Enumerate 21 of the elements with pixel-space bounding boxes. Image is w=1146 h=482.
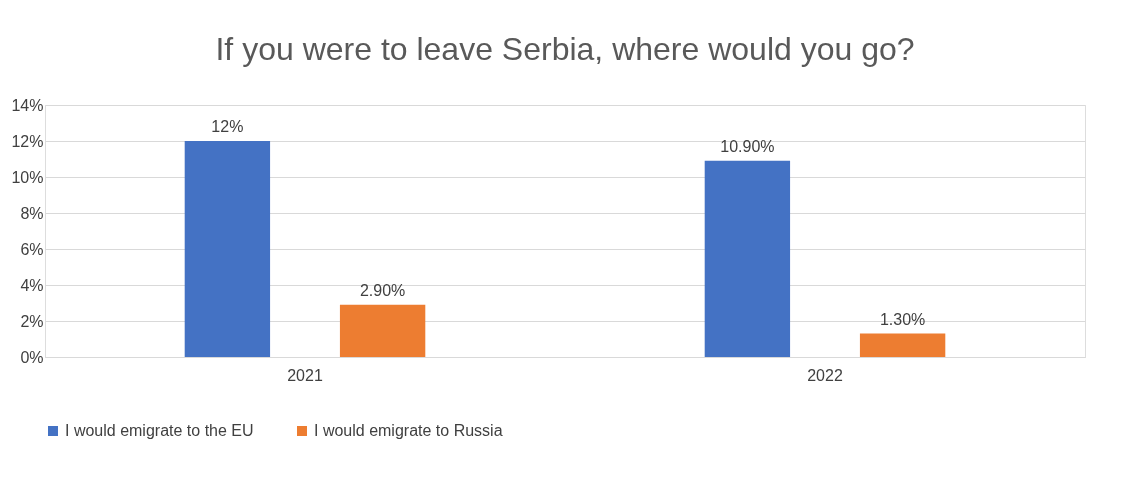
data-label: 1.30% [879,310,926,328]
y-tick-label: 2% [20,312,44,330]
y-tick-label: 10% [11,168,44,186]
data-label: 10.90% [720,137,775,155]
legend-label: I would emigrate to the EU [65,422,254,439]
bar [184,141,271,357]
y-tick-label: 8% [20,204,44,222]
x-tick-label: 2022 [807,366,843,384]
y-tick-label: 14% [11,96,44,114]
bar [859,333,946,357]
legend-label: I would emigrate to Russia [314,422,503,439]
bar [704,160,791,357]
y-tick-label: 12% [11,132,44,150]
data-label: 12% [211,118,244,135]
y-tick-label: 6% [20,240,44,258]
data-label: 2.90% [359,281,406,299]
chart-title: If you were to leave Serbia, where would you go? [215,31,915,67]
y-tick-label: 4% [20,276,44,294]
bar [339,304,426,357]
y-tick-label: 0% [20,348,44,366]
x-tick-label: 2021 [287,366,323,384]
